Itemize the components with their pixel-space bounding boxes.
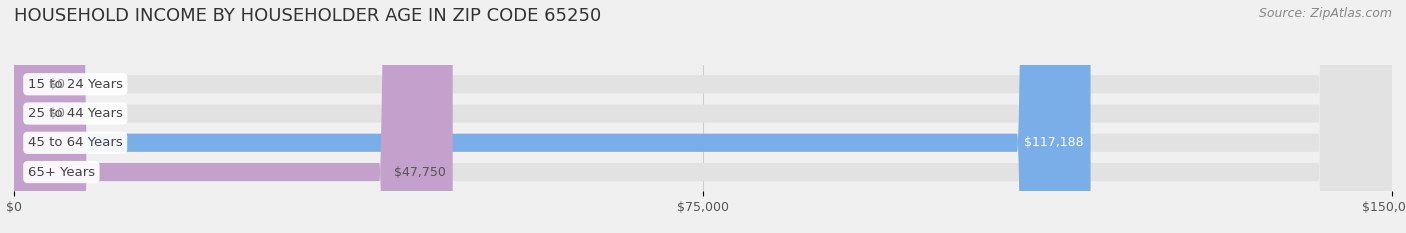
Text: 15 to 24 Years: 15 to 24 Years	[28, 78, 122, 91]
FancyBboxPatch shape	[14, 0, 1392, 233]
Text: Source: ZipAtlas.com: Source: ZipAtlas.com	[1258, 7, 1392, 20]
Text: 65+ Years: 65+ Years	[28, 165, 96, 178]
Text: $0: $0	[48, 78, 65, 91]
Text: $47,750: $47,750	[394, 165, 446, 178]
FancyBboxPatch shape	[14, 0, 1392, 233]
Text: 45 to 64 Years: 45 to 64 Years	[28, 136, 122, 149]
Text: $117,188: $117,188	[1024, 136, 1084, 149]
Text: $0: $0	[48, 107, 65, 120]
Text: 25 to 44 Years: 25 to 44 Years	[28, 107, 122, 120]
Text: HOUSEHOLD INCOME BY HOUSEHOLDER AGE IN ZIP CODE 65250: HOUSEHOLD INCOME BY HOUSEHOLDER AGE IN Z…	[14, 7, 602, 25]
FancyBboxPatch shape	[14, 0, 1392, 233]
FancyBboxPatch shape	[14, 0, 453, 233]
FancyBboxPatch shape	[14, 0, 1392, 233]
FancyBboxPatch shape	[14, 0, 1091, 233]
